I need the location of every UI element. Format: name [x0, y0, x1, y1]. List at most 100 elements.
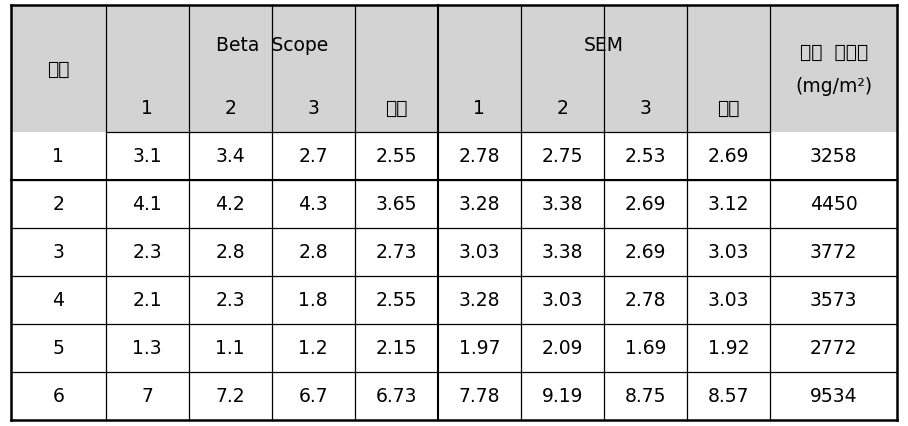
Text: 2.69: 2.69	[625, 195, 666, 214]
Bar	[355, 228, 438, 276]
Bar	[271, 132, 355, 180]
Bar	[189, 228, 271, 276]
Bar	[770, 324, 897, 372]
Bar	[770, 228, 897, 276]
Text: 4.1: 4.1	[133, 195, 162, 214]
Bar	[11, 180, 105, 228]
Text: 1.2: 1.2	[299, 338, 328, 357]
Bar	[271, 276, 355, 324]
Text: 4.2: 4.2	[215, 195, 245, 214]
Bar	[271, 324, 355, 372]
Text: 1.1: 1.1	[215, 338, 245, 357]
Bar	[604, 132, 687, 180]
Bar	[105, 180, 189, 228]
Text: 3.03: 3.03	[708, 242, 749, 262]
Text: 수지  부착량: 수지 부착량	[800, 43, 868, 62]
Bar	[521, 372, 604, 420]
Bar	[770, 180, 897, 228]
Text: 2.75: 2.75	[542, 147, 583, 166]
Bar	[355, 84, 438, 132]
Bar	[521, 132, 604, 180]
Bar	[438, 324, 521, 372]
Text: 7: 7	[141, 386, 153, 405]
Bar	[604, 372, 687, 420]
Text: 3.38: 3.38	[542, 242, 583, 262]
Bar	[770, 372, 897, 420]
Bar	[11, 372, 105, 420]
Text: 2.69: 2.69	[708, 147, 749, 166]
Bar	[189, 132, 271, 180]
Text: 1.3: 1.3	[133, 338, 162, 357]
Text: (mg/m²): (mg/m²)	[795, 77, 873, 96]
Text: 1.69: 1.69	[625, 338, 666, 357]
Bar	[189, 84, 271, 132]
Bar	[355, 132, 438, 180]
Text: 2.3: 2.3	[133, 242, 162, 262]
Bar	[105, 6, 438, 84]
Text: 5: 5	[53, 338, 64, 357]
Bar	[521, 324, 604, 372]
Text: 3: 3	[307, 99, 319, 118]
Bar	[355, 276, 438, 324]
Text: 4: 4	[52, 291, 64, 309]
Bar	[189, 324, 271, 372]
Bar	[11, 276, 105, 324]
Bar	[687, 228, 770, 276]
Text: 3.38: 3.38	[542, 195, 583, 214]
Text: 2.69: 2.69	[625, 242, 666, 262]
Text: 3.28: 3.28	[459, 195, 500, 214]
Bar	[770, 6, 897, 132]
Text: 3.12: 3.12	[708, 195, 749, 214]
Bar	[604, 228, 687, 276]
Bar	[105, 84, 189, 132]
Text: Beta  Scope: Beta Scope	[215, 36, 328, 55]
Text: 9.19: 9.19	[542, 386, 583, 405]
Bar	[770, 132, 897, 180]
Text: 2.73: 2.73	[376, 242, 417, 262]
Text: 3: 3	[53, 242, 64, 262]
Text: 3258: 3258	[810, 147, 857, 166]
Bar	[355, 324, 438, 372]
Text: 1: 1	[473, 99, 485, 118]
Bar	[105, 372, 189, 420]
Text: 2: 2	[53, 195, 64, 214]
Bar	[105, 132, 189, 180]
Bar	[521, 84, 604, 132]
Text: 3.28: 3.28	[459, 291, 500, 309]
Bar	[355, 180, 438, 228]
Text: 1.92: 1.92	[708, 338, 749, 357]
Text: 2.15: 2.15	[376, 338, 417, 357]
Bar	[11, 228, 105, 276]
Bar	[438, 180, 521, 228]
Text: 2: 2	[557, 99, 568, 118]
Text: 2.7: 2.7	[299, 147, 328, 166]
Text: 8.75: 8.75	[625, 386, 666, 405]
Text: 2.78: 2.78	[625, 291, 666, 309]
Text: 3.65: 3.65	[376, 195, 417, 214]
Bar	[105, 276, 189, 324]
Bar	[687, 276, 770, 324]
Bar	[271, 84, 355, 132]
Bar	[271, 228, 355, 276]
Bar	[11, 132, 105, 180]
Bar	[189, 372, 271, 420]
Bar	[604, 276, 687, 324]
Bar	[521, 276, 604, 324]
Bar	[604, 324, 687, 372]
Text: 번호: 번호	[47, 60, 69, 79]
Bar	[105, 228, 189, 276]
Text: 3.03: 3.03	[542, 291, 583, 309]
Text: 1: 1	[141, 99, 153, 118]
Text: 2.55: 2.55	[376, 147, 417, 166]
Text: 2.8: 2.8	[299, 242, 328, 262]
Text: 4450: 4450	[810, 195, 857, 214]
Text: 2772: 2772	[810, 338, 857, 357]
Text: 2.53: 2.53	[625, 147, 666, 166]
Bar	[521, 228, 604, 276]
Text: 4.3: 4.3	[299, 195, 328, 214]
Bar	[11, 6, 105, 132]
Text: 8.57: 8.57	[708, 386, 749, 405]
Text: 3.4: 3.4	[215, 147, 245, 166]
Text: 7.78: 7.78	[459, 386, 500, 405]
Text: 2.1: 2.1	[133, 291, 162, 309]
